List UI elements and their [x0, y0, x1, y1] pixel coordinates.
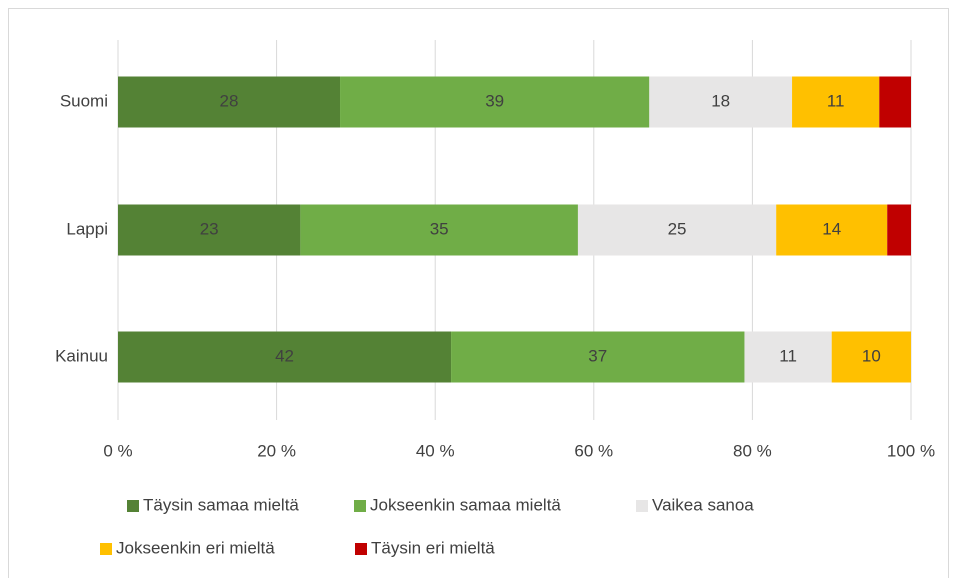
bar-segment: [649, 76, 793, 128]
legend-label: Täysin eri mieltä: [371, 538, 495, 557]
y-tick-label: Suomi: [60, 91, 108, 110]
legend-swatch: [100, 543, 112, 555]
legend-label: Täysin samaa mieltä: [143, 495, 299, 514]
legend-swatch: [354, 500, 366, 512]
x-tick-label: 40 %: [416, 441, 455, 460]
legend-label: Jokseenkin samaa mieltä: [370, 495, 561, 514]
data-label: 35: [430, 219, 449, 238]
bar-segment: [118, 331, 452, 383]
data-label: 28: [220, 91, 239, 110]
bar-segment: [776, 204, 888, 256]
bar-segment: [744, 331, 832, 383]
y-tick-label: Lappi: [66, 219, 108, 238]
bar-segment: [340, 76, 650, 128]
data-label: 18: [711, 91, 730, 110]
data-label: 14: [822, 219, 841, 238]
bar-segment: [792, 76, 880, 128]
bar-segment: [118, 204, 301, 256]
bar-segment: [300, 204, 578, 256]
x-tick-label: 80 %: [733, 441, 772, 460]
data-label: 37: [588, 346, 607, 365]
data-label: 23: [200, 219, 219, 238]
x-tick-label: 0 %: [103, 441, 132, 460]
bar-segment: [887, 204, 911, 256]
bar-segment: [831, 331, 911, 383]
x-tick-label: 20 %: [257, 441, 296, 460]
data-label: 39: [485, 91, 504, 110]
x-tick-label: 100 %: [887, 441, 935, 460]
data-label: 11: [827, 91, 845, 110]
data-label: 11: [779, 346, 797, 365]
bar-segment: [118, 76, 341, 128]
data-label: 10: [862, 346, 881, 365]
legend-label: Jokseenkin eri mieltä: [116, 538, 275, 557]
legend-swatch: [355, 543, 367, 555]
data-label: 25: [668, 219, 687, 238]
bar-segment: [879, 76, 911, 128]
legend-label: Vaikea sanoa: [652, 495, 754, 514]
data-label: 42: [275, 346, 294, 365]
y-tick-label: Kainuu: [55, 346, 108, 365]
bar-segment: [577, 204, 777, 256]
x-tick-label: 60 %: [574, 441, 613, 460]
legend-swatch: [127, 500, 139, 512]
legend-swatch: [636, 500, 648, 512]
bar-segment: [451, 331, 745, 383]
